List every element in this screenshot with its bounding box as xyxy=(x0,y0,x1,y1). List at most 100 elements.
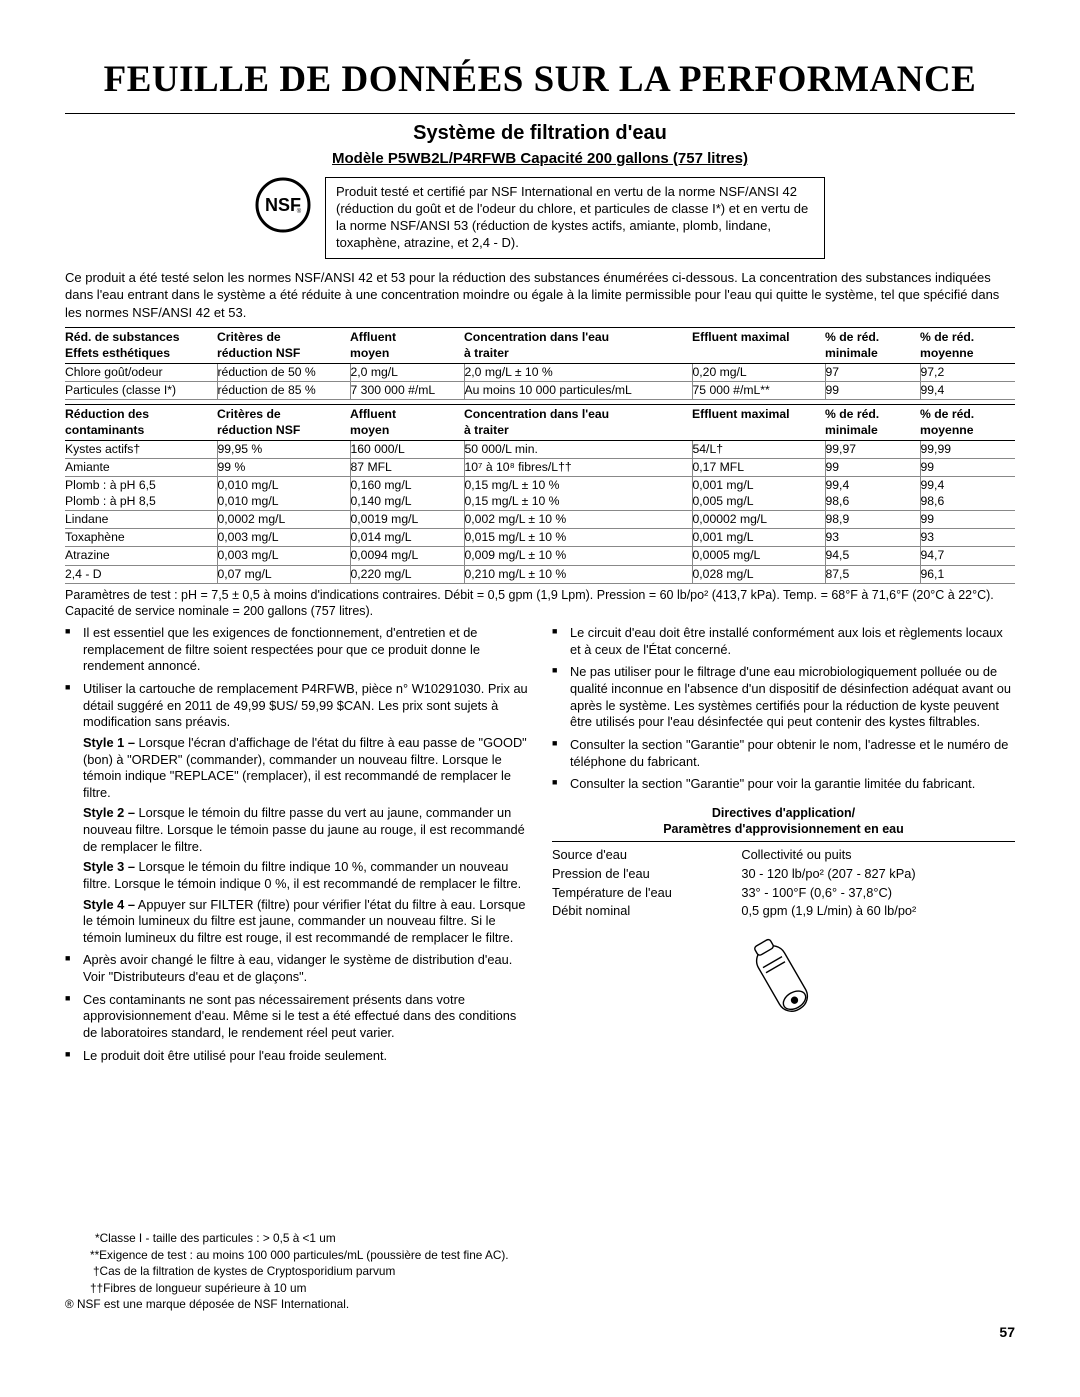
footnote: †Cas de la filtration de kystes de Crypt… xyxy=(65,1263,1015,1280)
guide-cell: 0,5 gpm (1,9 L/min) à 60 lb/po² xyxy=(741,902,1015,921)
table-header: Concentration dans l'eauà traiter xyxy=(464,405,692,441)
table-cell: Au moins 10 000 particules/mL xyxy=(464,382,692,400)
table-header: Critères deréduction NSF xyxy=(217,405,350,441)
guide-cell: Température de l'eau xyxy=(552,884,741,903)
table-cell: 0,160 mg/L0,140 mg/L xyxy=(350,477,464,511)
guide-row: Source d'eauCollectivité ou puits xyxy=(552,846,1015,865)
page-title: FEUILLE DE DONNÉES SUR LA PERFORMANCE xyxy=(65,55,1015,105)
table-cell: 87,5 xyxy=(825,565,920,583)
table-row: Amiante99 %87 MFL10⁷ à 10⁸ fibres/L††0,1… xyxy=(65,459,1015,477)
intro-text: Ce produit a été testé selon les normes … xyxy=(65,269,1015,322)
two-column: Il est essentiel que les exigences de fo… xyxy=(65,625,1015,1070)
cert-box: Produit testé et certifié par NSF Intern… xyxy=(325,177,825,259)
table-cell: 87 MFL xyxy=(350,459,464,477)
table-cell: réduction de 85 % xyxy=(217,382,350,400)
table-cell: Kystes actifs† xyxy=(65,440,217,458)
table-row: Atrazine0,003 mg/L0,0094 mg/L0,009 mg/L … xyxy=(65,547,1015,565)
left-bullet: Après avoir changé le filtre à eau, vida… xyxy=(65,952,528,985)
footnote: ® NSF est une marque déposée de NSF Inte… xyxy=(65,1296,1015,1313)
table-row: Chlore goût/odeurréduction de 50 %2,0 mg… xyxy=(65,363,1015,381)
table-cell: Plomb : à pH 6,5Plomb : à pH 8,5 xyxy=(65,477,217,511)
right-bullet: Le circuit d'eau doit être installé conf… xyxy=(552,625,1015,658)
right-bullet: Consulter la section "Garantie" pour obt… xyxy=(552,737,1015,770)
table-cell: 99,4 xyxy=(920,382,1015,400)
table-cell: 0,220 mg/L xyxy=(350,565,464,583)
table-header: Réd. de substancesEffets esthétiques xyxy=(65,328,217,364)
guidelines-rule xyxy=(552,841,1015,842)
table-cell: 93 xyxy=(825,529,920,547)
guide-row: Pression de l'eau30 - 120 lb/po² (207 - … xyxy=(552,865,1015,884)
table-row: Kystes actifs†99,95 %160 000/L50 000/L m… xyxy=(65,440,1015,458)
table-header: % de réd.minimale xyxy=(825,405,920,441)
style-label: Style 3 – xyxy=(83,859,135,874)
table-cell: Particules (classe I*) xyxy=(65,382,217,400)
style-text: Appuyer sur FILTER (filtre) pour vérifie… xyxy=(83,897,526,945)
subtitle: Système de filtration d'eau xyxy=(65,120,1015,147)
table-cell: 0,010 mg/L0,010 mg/L xyxy=(217,477,350,511)
table-cell: 0,0005 mg/L xyxy=(692,547,825,565)
right-bullet: Consulter la section "Garantie" pour voi… xyxy=(552,776,1015,793)
table-row: Particules (classe I*)réduction de 85 % 7… xyxy=(65,382,1015,400)
table-cell: 0,15 mg/L ± 10 %0,15 mg/L ± 10 % xyxy=(464,477,692,511)
table-cell: 0,014 mg/L xyxy=(350,529,464,547)
left-bullet: Ces contaminants ne sont pas nécessairem… xyxy=(65,992,528,1042)
table-cell: 94,7 xyxy=(920,547,1015,565)
table-cell: Amiante xyxy=(65,459,217,477)
table-cell: 0,17 MFL xyxy=(692,459,825,477)
left-bullet: Le produit doit être utilisé pour l'eau … xyxy=(65,1048,528,1065)
table-cell: 99,97 xyxy=(825,440,920,458)
svg-text:NSF: NSF xyxy=(265,195,301,215)
cert-row: NSF ® Produit testé et certifié par NSF … xyxy=(65,177,1015,259)
table-cell: 98,9 xyxy=(825,510,920,528)
table-cell: Lindane xyxy=(65,510,217,528)
table-header: Réduction descontaminants xyxy=(65,405,217,441)
style-text: Lorsque l'écran d'affichage de l'état du… xyxy=(83,735,527,800)
table-cell: 54/L† xyxy=(692,440,825,458)
table-cell: 10⁷ à 10⁸ fibres/L†† xyxy=(464,459,692,477)
table-cell: 99 xyxy=(920,510,1015,528)
guidelines-heading: Directives d'application/Paramètres d'ap… xyxy=(552,805,1015,838)
footnote: *Classe I - taille des particules : > 0,… xyxy=(65,1230,1015,1247)
table-cell: 0,003 mg/L xyxy=(217,529,350,547)
footnotes: *Classe I - taille des particules : > 0,… xyxy=(65,1230,1015,1313)
table-cell: 2,4 - D xyxy=(65,565,217,583)
table-cell: 0,009 mg/L ± 10 % xyxy=(464,547,692,565)
table-cell: 0,0094 mg/L xyxy=(350,547,464,565)
footnote: ††Fibres de longueur supérieure à 10 um xyxy=(65,1280,1015,1297)
table-cell: 160 000/L xyxy=(350,440,464,458)
table-cell: Atrazine xyxy=(65,547,217,565)
table-cell: 0,20 mg/L xyxy=(692,363,825,381)
table-cell: 75 000 #/mL** xyxy=(692,382,825,400)
table-cell: 97,2 xyxy=(920,363,1015,381)
nsf-icon: NSF ® xyxy=(255,177,311,233)
filter-illustration xyxy=(552,935,1015,1035)
table-cell: réduction de 50 % xyxy=(217,363,350,381)
right-column: Le circuit d'eau doit être installé conf… xyxy=(552,625,1015,1070)
table-cell: 0,0002 mg/L xyxy=(217,510,350,528)
table-header: % de réd.moyenne xyxy=(920,405,1015,441)
style-text: Lorsque le témoin du filtre indique 10 %… xyxy=(83,859,521,891)
svg-text:®: ® xyxy=(297,208,302,215)
table-header: % de réd.moyenne xyxy=(920,328,1015,364)
guide-cell: 30 - 120 lb/po² (207 - 827 kPa) xyxy=(741,865,1015,884)
table-cell: 99 xyxy=(825,459,920,477)
table-cell: 0,001 mg/L0,005 mg/L xyxy=(692,477,825,511)
style-label: Style 2 – xyxy=(83,805,135,820)
guide-cell: Pression de l'eau xyxy=(552,865,741,884)
right-bullet: Ne pas utiliser pour le filtrage d'une e… xyxy=(552,664,1015,731)
aesthetic-table: Réd. de substancesEffets esthétiquesCrit… xyxy=(65,327,1015,400)
table-row: 2,4 - D0,07 mg/L0,220 mg/L0,210 mg/L ± 1… xyxy=(65,565,1015,583)
table-header: Effluent maximal xyxy=(692,405,825,441)
table-cell: 0,07 mg/L xyxy=(217,565,350,583)
table-cell: 0,001 mg/L xyxy=(692,529,825,547)
table-header: % de réd.minimale xyxy=(825,328,920,364)
table-cell: 96,1 xyxy=(920,565,1015,583)
table-cell: 0,002 mg/L ± 10 % xyxy=(464,510,692,528)
table-cell: 2,0 mg/L ± 10 % xyxy=(464,363,692,381)
left-bullet: Utiliser la cartouche de remplacement P4… xyxy=(65,681,528,946)
bullet-intro: Utiliser la cartouche de remplacement P4… xyxy=(83,681,528,729)
table-cell: 0,210 mg/L ± 10 % xyxy=(464,565,692,583)
table-cell: 99,498,6 xyxy=(920,477,1015,511)
guide-row: Température de l'eau33° - 100°F (0,6° - … xyxy=(552,884,1015,903)
table-cell: 0,0019 mg/L xyxy=(350,510,464,528)
